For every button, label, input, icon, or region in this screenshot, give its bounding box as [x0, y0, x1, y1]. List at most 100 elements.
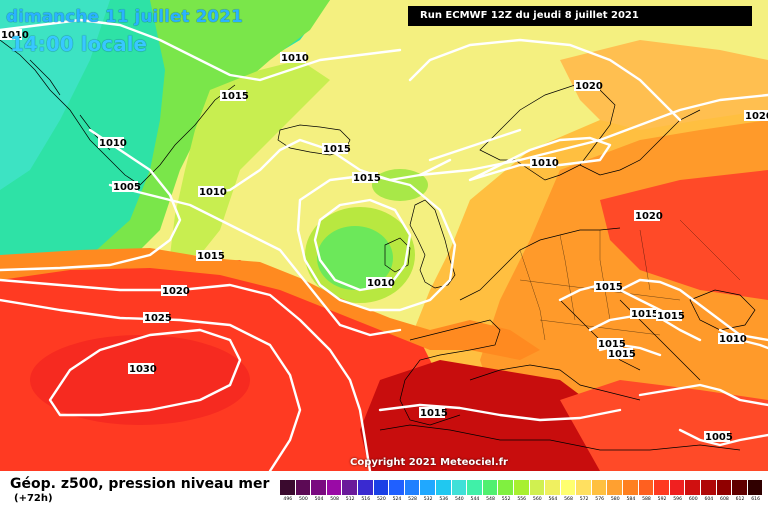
- legend-label: 580: [610, 497, 620, 502]
- svg-text:1010: 1010: [99, 138, 127, 149]
- legend-swatch: [482, 480, 499, 495]
- isobar-label: 1020: [744, 110, 768, 122]
- isobar-labels: 1010 1015 1010 1005 1010 1015 1015 1015 …: [0, 29, 768, 443]
- isobar-label: 1005: [704, 431, 733, 443]
- region-yellow-green: [170, 60, 330, 255]
- svg-text:1010: 1010: [367, 278, 395, 289]
- legend-label: 504: [314, 497, 324, 502]
- svg-text:1015: 1015: [420, 408, 448, 419]
- legend-swatch: [404, 480, 421, 495]
- legend-swatch: [467, 480, 483, 495]
- region-red-africa: [560, 380, 768, 471]
- svg-text:1020: 1020: [162, 286, 190, 297]
- color-legend: [280, 480, 764, 495]
- legend-label: 584: [626, 497, 636, 502]
- weather-map: 1010 1015 1010 1005 1010 1015 1015 1015 …: [0, 0, 768, 471]
- legend-swatch: [654, 480, 670, 495]
- region-red-high: [30, 335, 250, 425]
- legend-swatch: [451, 480, 468, 495]
- isobar-label: 1005: [112, 181, 141, 193]
- isobar-label: 1020: [634, 210, 663, 222]
- legend-swatch: [576, 480, 592, 495]
- region-red-east: [600, 170, 768, 300]
- isobar-label: 1015: [597, 338, 626, 350]
- isobar-label: 1010: [0, 29, 29, 41]
- legend-swatch: [716, 480, 733, 495]
- legend-swatch: [701, 480, 717, 495]
- isobar-label: 1010: [718, 333, 747, 345]
- legend-label: 568: [564, 497, 573, 502]
- legend-label: 524: [392, 497, 402, 502]
- svg-text:1020: 1020: [745, 111, 768, 122]
- legend-label: 532: [423, 497, 433, 502]
- legend-label: 576: [595, 497, 605, 502]
- legend-label: 604: [704, 497, 714, 502]
- svg-text:1015: 1015: [595, 282, 623, 293]
- legend-swatch: [623, 480, 639, 495]
- svg-text:1015: 1015: [657, 311, 685, 322]
- isobar-label: 1015: [656, 310, 685, 322]
- legend-label: 600: [688, 497, 698, 502]
- legend-label: 556: [517, 497, 527, 502]
- region-orange-band: [0, 248, 540, 360]
- legend-swatch: [420, 480, 436, 495]
- legend-swatch: [295, 480, 312, 495]
- svg-text:1025: 1025: [144, 313, 172, 324]
- legend-swatch: [280, 480, 296, 495]
- forecast-time: 14:00 locale: [10, 32, 147, 56]
- footer-subtitle: (+72h): [14, 493, 53, 504]
- legend-label: 616: [751, 497, 760, 502]
- legend-swatch: [638, 480, 655, 495]
- legend-swatch: [342, 480, 358, 495]
- isobar-label: 1010: [198, 186, 227, 198]
- svg-text:1010: 1010: [531, 158, 559, 169]
- legend-label: 508: [330, 497, 339, 502]
- legend-swatch: [373, 480, 390, 495]
- region-low-ireland-core: [317, 226, 393, 290]
- legend-label: 564: [548, 497, 558, 502]
- svg-text:1005: 1005: [113, 182, 141, 193]
- legend-label: 548: [486, 497, 495, 502]
- isobar-label: 1015: [322, 143, 351, 155]
- svg-text:1020: 1020: [575, 81, 603, 92]
- legend-swatch: [685, 480, 702, 495]
- legend-swatch: [513, 480, 530, 495]
- legend-swatch: [389, 480, 405, 495]
- legend-label: 608: [720, 497, 729, 502]
- legend-swatch: [357, 480, 374, 495]
- svg-text:1015: 1015: [608, 349, 636, 360]
- legend-label: 572: [579, 497, 589, 502]
- legend-swatch: [529, 480, 546, 495]
- svg-text:1015: 1015: [631, 309, 659, 320]
- legend-label: 528: [408, 497, 417, 502]
- legend-label: 544: [470, 497, 480, 502]
- svg-text:1010: 1010: [719, 334, 747, 345]
- isobar-label: 1020: [161, 285, 190, 297]
- isobar-label: 1020: [574, 80, 603, 92]
- legend-swatch: [326, 480, 343, 495]
- isobar-label: 1015: [607, 348, 636, 360]
- legend-swatch: [591, 480, 608, 495]
- legend-label: 592: [657, 497, 667, 502]
- isobar-label: 1015: [630, 308, 659, 320]
- forecast-date: dimanche 11 juillet 2021: [6, 7, 243, 27]
- svg-text:1030: 1030: [129, 364, 157, 375]
- footer-title: Géop. z500, pression niveau mer: [10, 476, 270, 492]
- legend-swatch: [311, 480, 327, 495]
- legend-swatch: [560, 480, 577, 495]
- svg-text:1015: 1015: [353, 173, 381, 184]
- legend-label: 516: [361, 497, 371, 502]
- legend-swatch: [732, 480, 748, 495]
- isobar-label: 1030: [128, 363, 157, 375]
- isobar-label: 1015: [419, 407, 448, 419]
- copyright-text: Copyright 2021 Meteociel.fr: [350, 457, 508, 468]
- isobar-label: 1025: [143, 312, 172, 324]
- isobar-label: 1010: [280, 52, 309, 64]
- svg-text:1005: 1005: [705, 432, 733, 443]
- svg-text:1015: 1015: [323, 144, 351, 155]
- legend-label: 540: [454, 497, 464, 502]
- region-green-mid: [90, 0, 330, 256]
- legend-label: 496: [283, 497, 293, 502]
- map-footer: Géop. z500, pression niveau mer (+72h) 4…: [0, 471, 768, 512]
- isobar-label: 1010: [530, 157, 559, 169]
